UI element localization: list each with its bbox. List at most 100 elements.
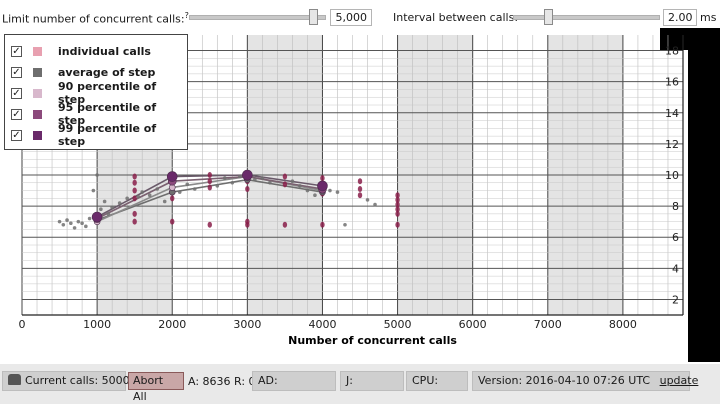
- individual-call-point: [260, 176, 265, 180]
- y-axis-label: Max called RFC3550 jitter (ms): [698, 99, 711, 290]
- x-tick-label: 6000: [459, 318, 487, 331]
- individual-call-point: [185, 182, 190, 187]
- individual-call-point: [343, 222, 347, 227]
- individual-call-point: [230, 180, 235, 185]
- y-tick-label: 18: [665, 45, 679, 58]
- individual-call-point: [245, 221, 250, 228]
- individual-call-point: [290, 179, 295, 184]
- individual-call-point: [132, 195, 137, 202]
- x-axis-label: Number of concurrent calls: [288, 334, 457, 347]
- legend-swatch-icon: [33, 67, 42, 77]
- individual-call-point: [147, 193, 152, 198]
- abort-all-button[interactable]: Abort All: [128, 372, 184, 403]
- y-tick-label: 4: [672, 262, 679, 275]
- x-tick-label: 4000: [308, 318, 336, 331]
- limit-calls-slider-thumb[interactable]: [309, 9, 318, 25]
- legend-item[interactable]: ✓ individual calls: [11, 42, 151, 60]
- legend-checkbox[interactable]: ✓: [11, 45, 22, 57]
- individual-call-point: [110, 205, 114, 210]
- individual-call-point: [170, 218, 175, 225]
- individual-call-point: [84, 224, 88, 229]
- individual-call-point: [132, 187, 137, 194]
- x-tick-label: 1000: [83, 318, 111, 331]
- interval-slider-thumb[interactable]: [544, 9, 553, 25]
- individual-call-point: [320, 221, 325, 228]
- individual-call-point: [223, 176, 227, 180]
- individual-call-point: [99, 207, 103, 212]
- x-tick-label: 0: [19, 318, 26, 331]
- individual-call-point: [177, 190, 182, 194]
- individual-call-point: [207, 221, 212, 228]
- x-tick-label: 8000: [609, 318, 637, 331]
- individual-call-point: [395, 210, 400, 217]
- individual-call-point: [245, 186, 250, 192]
- y-tick-label: 16: [665, 76, 679, 89]
- individual-call-point: [282, 221, 288, 228]
- limit-calls-slider-track[interactable]: [189, 15, 326, 20]
- version-box: Version: 2016-04-10 07:26 UTC update: [472, 371, 698, 391]
- interval-slider-track[interactable]: [513, 15, 660, 20]
- individual-call-point: [357, 192, 363, 199]
- individual-call-point: [132, 210, 137, 217]
- individual-call-point: [132, 218, 137, 225]
- individual-call-point: [313, 193, 317, 198]
- legend-item[interactable]: ✓ 90 percentile of step: [11, 80, 187, 106]
- individual-call-point: [238, 174, 242, 179]
- y-tick-label: 14: [665, 107, 679, 120]
- limit-help-icon[interactable]: ?: [184, 11, 189, 20]
- individual-call-point: [282, 173, 288, 180]
- individual-call-point: [132, 179, 137, 186]
- cpu-box: CPU:: [406, 371, 468, 391]
- legend-label: average of step: [58, 65, 156, 79]
- individual-call-point: [57, 219, 62, 224]
- legend-swatch-icon: [33, 130, 42, 140]
- individual-call-point: [320, 175, 325, 182]
- individual-call-point: [170, 195, 175, 202]
- y-tick-label: 10: [665, 169, 679, 182]
- y-tick-label: 6: [672, 231, 679, 244]
- individual-call-point: [207, 178, 212, 185]
- individual-call-point: [207, 184, 212, 191]
- individual-call-point: [65, 218, 69, 222]
- individual-call-point: [132, 173, 137, 180]
- individual-call-point: [328, 188, 332, 193]
- individual-call-point: [268, 180, 272, 185]
- individual-call-point: [192, 187, 197, 191]
- legend-item[interactable]: ✓ 95 percentile of step: [11, 101, 187, 127]
- legend-checkbox[interactable]: ✓: [11, 66, 22, 78]
- individual-call-point: [61, 222, 66, 227]
- individual-call-point: [102, 199, 107, 204]
- interval-unit: ms: [700, 11, 717, 24]
- individual-call-point: [298, 184, 302, 188]
- individual-call-point: [106, 212, 111, 216]
- legend-checkbox[interactable]: ✓: [11, 87, 22, 99]
- y-tick-label: 8: [672, 200, 679, 213]
- individual-call-point: [80, 221, 84, 226]
- x-tick-label: 7000: [534, 318, 562, 331]
- individual-call-point: [395, 196, 400, 203]
- interval-label: Interval between calls:: [393, 11, 519, 24]
- step-series-point: [317, 180, 328, 192]
- individual-call-point: [395, 201, 400, 208]
- individual-call-point: [335, 190, 340, 194]
- individual-call-point: [69, 221, 73, 226]
- limit-calls-value-field[interactable]: 5,000: [330, 9, 372, 26]
- version-text: Version: 2016-04-10 07:26 UTC: [478, 374, 651, 387]
- legend-checkbox[interactable]: ✓: [11, 129, 22, 141]
- current-calls-value: 5000: [101, 374, 130, 387]
- interval-value-field[interactable]: 2.00: [663, 9, 697, 26]
- individual-call-point: [207, 172, 212, 178]
- individual-call-point: [125, 196, 129, 201]
- legend-swatch-icon: [33, 109, 42, 119]
- legend-item[interactable]: ✓ average of step: [11, 63, 155, 81]
- individual-call-point: [373, 202, 377, 207]
- x-tick-label: 5000: [384, 318, 412, 331]
- legend-label: 95 percentile of step: [58, 101, 157, 127]
- legend-checkbox[interactable]: ✓: [11, 108, 22, 120]
- individual-call-point: [395, 192, 400, 199]
- update-link[interactable]: update: [659, 374, 699, 387]
- legend-item[interactable]: ✓ 99 percentile of step: [11, 122, 187, 148]
- individual-call-point: [76, 219, 81, 224]
- individual-call-point: [282, 181, 288, 188]
- step-series-point: [91, 211, 103, 223]
